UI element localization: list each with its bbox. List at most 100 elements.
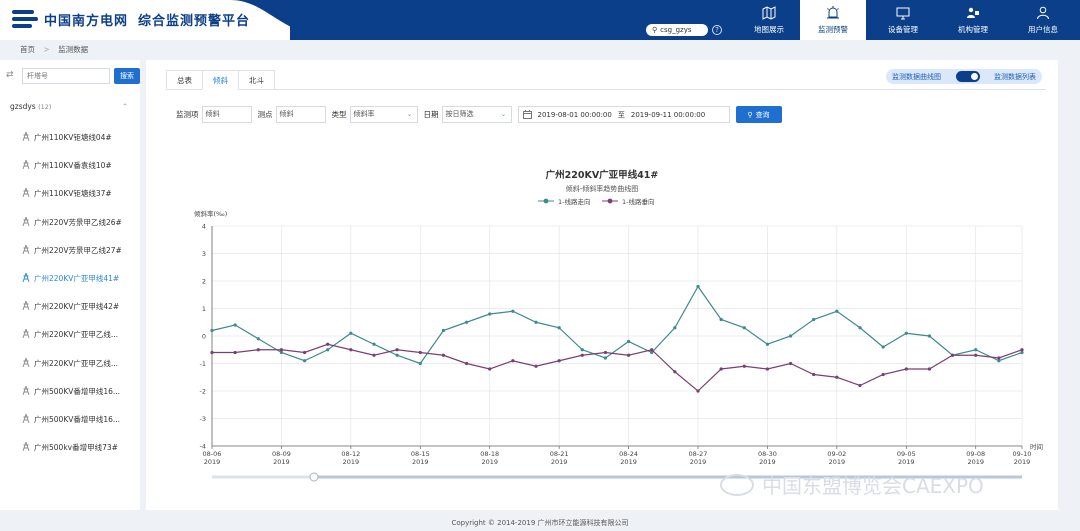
- sidebar-tower-item[interactable]: 广州500kv番增甲线73#: [22, 442, 122, 470]
- nav-monitor-alarm[interactable]: 监测预警: [800, 0, 866, 40]
- x-tick-label: 09-08: [966, 450, 985, 458]
- date-range-picker[interactable]: 2019-08-01 00:00:00 至 2019-09-11 00:00:0…: [517, 106, 730, 123]
- nav-map[interactable]: 地图展示: [736, 0, 802, 40]
- point-field[interactable]: 倾斜: [275, 106, 326, 123]
- tower-icon: [22, 329, 30, 339]
- series-1-point: [511, 309, 515, 313]
- sidebar-tower-item[interactable]: 广州220KV广亚甲线41#: [22, 272, 122, 301]
- series-1-point: [788, 334, 793, 338]
- series-2-point: [418, 350, 422, 355]
- series-2-point: [765, 367, 770, 371]
- sidebar-tower-item[interactable]: 广州500KV番增甲线16...: [22, 413, 122, 442]
- help-icon[interactable]: ?: [712, 25, 722, 35]
- series-1-point: [488, 312, 492, 316]
- x-tick-label: 09-05: [897, 450, 916, 458]
- series-1-point: [279, 350, 284, 355]
- monitor-item-field[interactable]: 倾斜: [201, 106, 252, 123]
- type-select[interactable]: 倾斜率 ⌄: [349, 106, 418, 123]
- series-2-point: [950, 353, 955, 357]
- search-button[interactable]: 搜索: [114, 68, 140, 84]
- sidebar-tower-item[interactable]: 广州220KV广亚甲乙线...: [22, 329, 122, 357]
- series-line-1: [211, 285, 1023, 365]
- sidebar-tower-item[interactable]: 广州110KV番袁线10#: [22, 160, 122, 188]
- series-2-point: [349, 348, 353, 352]
- toggle-left-label: 监测数据曲线图: [892, 72, 941, 81]
- date-mode-select[interactable]: 按日筛选 ⌄: [441, 106, 512, 123]
- series-2-point: [696, 389, 700, 393]
- tower-icon: [22, 413, 30, 423]
- point-label: 测点: [257, 110, 273, 119]
- legend-label: 1-线路走向: [558, 197, 590, 206]
- date-end[interactable]: 2019-09-11 00:00:00: [630, 110, 706, 119]
- sidebar-tower-label: 广州220V芳景甲乙线26#: [34, 217, 122, 227]
- monitor-icon: [896, 7, 910, 20]
- series-1-point: [326, 348, 330, 352]
- date-start[interactable]: 2019-08-01 00:00:00: [537, 110, 612, 119]
- x-tick-year: 2019: [1014, 458, 1031, 466]
- sidebar-tower-label: 广州500KV番增甲线16...: [34, 414, 121, 424]
- sidebar-tower-item[interactable]: 广州220V芳景甲乙线26#: [22, 216, 122, 245]
- x-tick-label: 09-02: [827, 450, 846, 458]
- tab-tilt[interactable]: 倾斜: [202, 70, 238, 90]
- series-2-point: [395, 348, 399, 352]
- nav-user[interactable]: 用户信息: [1010, 0, 1076, 40]
- x-tick-label: 08-15: [411, 450, 430, 458]
- series-1-point: [534, 320, 538, 324]
- series-1-point: [881, 345, 885, 349]
- x-tick-year: 2019: [759, 458, 776, 466]
- series-1-point: [233, 323, 237, 327]
- view-switch[interactable]: [955, 71, 980, 82]
- nav-user-label: 用户信息: [1028, 25, 1058, 34]
- query-button[interactable]: ⚲ 查询: [735, 106, 782, 123]
- series-1-point: [858, 326, 862, 330]
- swap-icon[interactable]: ⇄: [6, 70, 14, 80]
- series-2-point: [302, 350, 307, 355]
- tab-beidou[interactable]: 北斗: [238, 70, 275, 90]
- tower-icon: [22, 357, 30, 367]
- series-1-point: [302, 359, 307, 363]
- series-1-point: [418, 361, 422, 366]
- series-1-point: [673, 326, 677, 330]
- company-name: 中国南方电网: [44, 13, 129, 29]
- nav-device-label: 设备管理: [888, 25, 918, 34]
- x-tick-label: 08-27: [689, 450, 708, 458]
- breadcrumb-home[interactable]: 首页: [20, 45, 35, 54]
- y-tick-label: -4: [200, 443, 206, 451]
- view-toggle[interactable]: 监测数据曲线图 监测数据列表: [886, 69, 1042, 84]
- series-1-point: [997, 359, 1001, 363]
- series-2-point: [464, 361, 469, 366]
- watermark-text: 中国东盟博览会CAEXPO: [762, 474, 984, 498]
- tower-search-input[interactable]: [22, 68, 110, 84]
- series-2-point: [326, 342, 330, 346]
- nav-monitor-alarm-label: 监测预警: [818, 25, 848, 34]
- sidebar: ⇄ 搜索 gzsdys (12) ⌃ 广州110KV钜塘线04# 广州110KV番…: [0, 60, 140, 510]
- zoom-slider-handle[interactable]: [309, 472, 319, 482]
- series-1-point: [372, 342, 376, 346]
- sidebar-tower-item[interactable]: 广州110KV钜塘线04#: [22, 132, 122, 160]
- wechat-icon: [720, 473, 754, 496]
- y-axis-label: 倾斜率(‰): [194, 209, 227, 218]
- nav-device[interactable]: 设备管理: [870, 0, 936, 40]
- nav-org[interactable]: 机构管理: [940, 0, 1006, 40]
- series-2-point: [997, 356, 1001, 360]
- user-badge[interactable]: ⚲ csg_gzys: [646, 24, 708, 36]
- date-mode-value: 按日筛选: [445, 110, 474, 118]
- sidebar-tower-item[interactable]: 广州500KV番增甲线16...: [22, 385, 122, 414]
- tilt-trend-chart: 广州220KV广亚甲线41# 倾斜-倾斜率趋势曲线图 1-线路走向 1-线路垂向倾斜率…: [194, 169, 1043, 482]
- sidebar-tower-item[interactable]: 广州220V芳景甲乙线27#: [22, 244, 122, 273]
- series-1-point: [256, 337, 260, 341]
- sidebar-tower-item[interactable]: 广州220KV广亚甲乙线...: [22, 357, 122, 386]
- x-tick-label: 08-18: [480, 450, 499, 458]
- top-bar: 中国南方电网 综合监测预警平台 ⚲ csg_gzys ? 地图展示 监测预警 设…: [0, 0, 1080, 40]
- series-1-point: [349, 331, 353, 335]
- chevron-up-icon[interactable]: ⌃: [121, 102, 128, 111]
- watermark: 中国东盟博览会CAEXPO: [720, 470, 984, 499]
- alarm-icon: [827, 6, 839, 19]
- sidebar-tower-label: 广州220KV广亚甲线41#: [34, 273, 120, 283]
- sidebar-tower-item[interactable]: 广州220KV广亚甲线42#: [22, 301, 122, 329]
- sidebar-tower-item[interactable]: 广州110KV钜塘线37#: [22, 188, 122, 216]
- series-2-point: [719, 367, 723, 371]
- x-tick-year: 2019: [898, 458, 915, 466]
- tree-group-header[interactable]: gzsdys (12) ⌃: [10, 102, 128, 111]
- tab-summary[interactable]: 总表: [166, 70, 202, 90]
